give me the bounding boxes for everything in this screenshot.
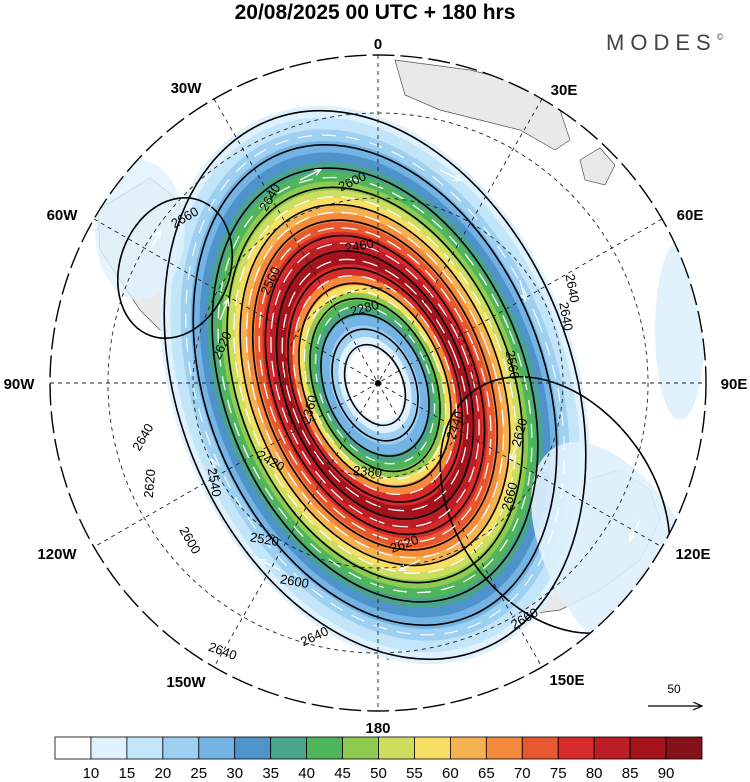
madagascar [579, 147, 616, 186]
colorbar-tick-label: 25 [190, 765, 207, 782]
colorbar-swatch [306, 736, 343, 760]
reference-vector-label: 50 [667, 682, 681, 696]
longitude-labels: 0 30E 60E 90E 120E 150E 180 150W 120W 90… [4, 36, 748, 737]
lon-label-0: 0 [374, 36, 382, 53]
contour-label: 2620 [508, 416, 530, 448]
colorbar-swatch [126, 736, 164, 760]
contour-label: 2620 [141, 468, 158, 498]
colorbar-swatch [198, 736, 236, 760]
colorbar-swatch [234, 736, 272, 760]
map-title: 20/08/2025 00 UTC + 180 hrs [234, 1, 516, 24]
lon-label-30w: 30W [171, 80, 203, 97]
contour-label: 2560 [503, 349, 523, 380]
lon-label-60w: 60W [47, 207, 79, 224]
wind-arrowheads [140, 170, 641, 640]
outer-wind-patches [95, 160, 706, 678]
height-contours [163, 109, 587, 661]
lon-label-60e: 60E [677, 207, 704, 224]
colorbar-swatch [414, 736, 451, 760]
lon-label-120e: 120E [675, 546, 710, 563]
contour-label: 2660 [498, 480, 520, 512]
colorbar: 10 15 20 25 30 35 40 45 50 55 60 65 70 75 80 85 90 [54, 736, 703, 782]
colorbar-swatch [378, 736, 415, 760]
colorbar-tick-label: 70 [514, 765, 531, 782]
colorbar-swatch [54, 736, 92, 760]
colorbar-swatch [521, 736, 559, 760]
contour-label: 2460 [344, 236, 375, 256]
contour-label: 2640 [562, 273, 582, 304]
colorbar-swatch [270, 736, 308, 760]
colorbar-tick-label: 10 [83, 765, 100, 782]
map-boundary [49, 54, 707, 712]
colorbar-tick-label: 75 [550, 765, 567, 782]
colorbar-swatch [485, 736, 523, 760]
contour-label: 2380 [352, 463, 382, 480]
lon-label-120w: 120W [37, 546, 77, 563]
south-pole-marker [375, 380, 381, 386]
colorbar-swatch [90, 736, 128, 760]
colorbar-tick-label: 15 [119, 765, 136, 782]
lon-label-180: 180 [365, 720, 390, 737]
colorbar-swatch [162, 736, 200, 760]
contour-label: 2360 [298, 393, 320, 425]
colorbar-tick-label: 30 [226, 765, 243, 782]
colorbar-tick-label: 50 [370, 765, 387, 782]
colorbar-tick-label: 85 [622, 765, 639, 782]
copyright-mark: © [716, 32, 724, 42]
colorbar-tick-label: 45 [334, 765, 351, 782]
colorbar-tick-label: 55 [406, 765, 423, 782]
map-disk [50, 55, 706, 711]
lon-label-90w: 90W [4, 376, 36, 393]
colorbar-tick-label: 80 [586, 765, 603, 782]
lon-label-150e: 150E [549, 672, 584, 689]
colorbar-tick-label: 35 [262, 765, 279, 782]
colorbar-swatch [449, 736, 487, 760]
colorbar-tick-label: 20 [154, 765, 171, 782]
contour-label: 2280 [348, 297, 380, 319]
lon-label-90e: 90E [721, 376, 748, 393]
contour-label: 2640 [556, 301, 576, 332]
colorbar-tick-label: 65 [478, 765, 495, 782]
colorbar-tick-label: 40 [298, 765, 315, 782]
contour-label: 2600 [279, 571, 310, 591]
colorbar-tick-label: 90 [658, 765, 675, 782]
lon-label-150w: 150W [166, 674, 206, 691]
colorbar-swatch [342, 736, 379, 760]
colorbar-swatch [629, 736, 667, 760]
contour-label: 2540 [205, 467, 225, 498]
modes-logo: MODES© [606, 30, 723, 56]
colorbar-swatch [665, 736, 703, 760]
contour-label: 2520 [249, 529, 280, 549]
colorbar-swatch [593, 736, 631, 760]
lon-label-30e: 30E [551, 82, 578, 99]
reference-vector: 50 [648, 682, 701, 706]
colorbar-tick-label: 60 [442, 765, 459, 782]
wind-vectors [185, 134, 565, 636]
colorbar-swatch [557, 736, 595, 760]
brand-text: MODES [606, 30, 717, 55]
